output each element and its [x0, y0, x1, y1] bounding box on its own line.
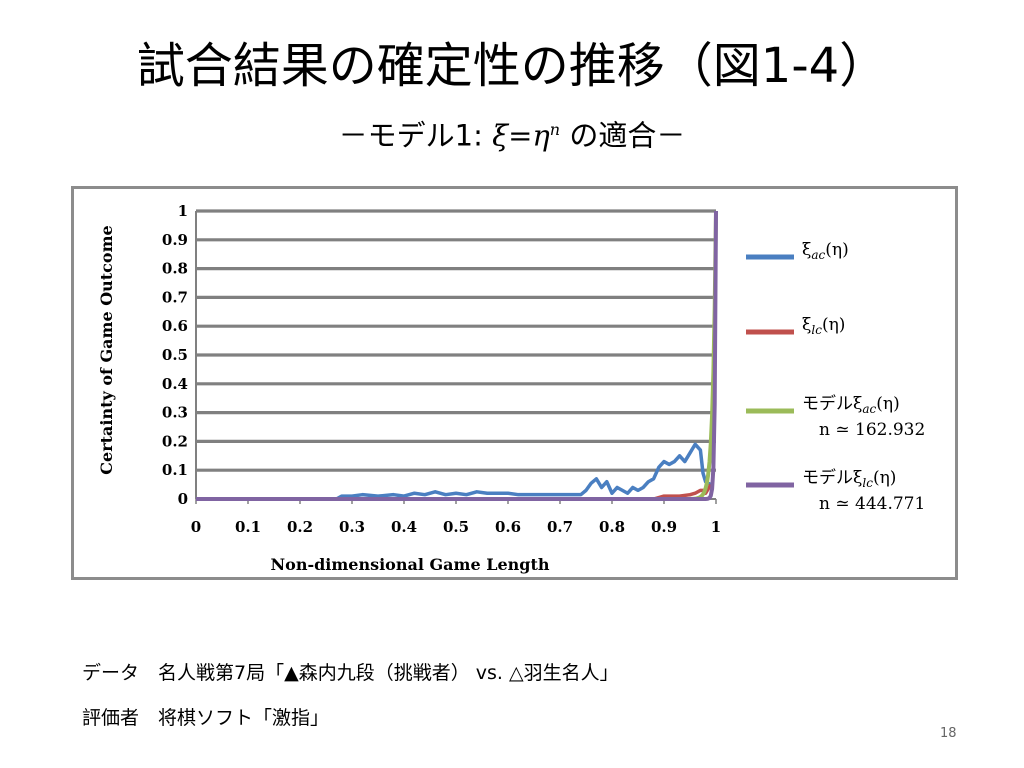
subtitle-xi: ξ: [492, 118, 509, 153]
y-tick-label: 0.6: [162, 317, 188, 335]
legend-layer: ξac(η) ξlc(η) モデルξac(η) n ≃ 162.932 モデルξlc(η…: [746, 240, 925, 514]
x-tick-label: 0.3: [339, 518, 365, 536]
x-tick-label: 1: [711, 518, 721, 536]
legend-label-4: モデルξlc(η): [802, 467, 896, 490]
subtitle-exp: n: [549, 120, 561, 139]
x-tick-label: 0.1: [235, 518, 261, 536]
x-tick-label: 0.5: [443, 518, 469, 536]
x-tick-label: 0: [191, 518, 201, 536]
y-tick-label: 0.8: [162, 260, 188, 278]
x-axis-label: Non-dimensional Game Length: [271, 555, 550, 574]
legend-label-2: ξlc(η): [802, 315, 845, 337]
y-tick-label: 0.7: [162, 288, 188, 306]
y-tick-label: 0.5: [162, 346, 188, 364]
x-tick-label: 0.2: [287, 518, 313, 536]
subtitle-eta: η: [532, 118, 550, 153]
series-line-4: [195, 210, 718, 501]
y-tick-label: 0.1: [162, 461, 188, 479]
series-line-1: [196, 442, 712, 501]
legend-annotation-4: n ≃ 444.771: [819, 494, 925, 514]
chart-frame: 0 0.1 0.2 0.3 0.4 0.5 0.6 0.7 0.8 0.9 1 0 0.1 0.2 0.3 0…: [71, 186, 958, 580]
slide-subtitle: －モデル1: ξ=ηn の適合－: [0, 110, 1024, 156]
x-tick-label: 0.8: [599, 518, 625, 536]
tick-layer: 0 0.1 0.2 0.3 0.4 0.5 0.6 0.7 0.8 0.9 1 0 0.1 0.2 0.3 0…: [162, 202, 721, 536]
y-tick-label: 0.3: [162, 404, 188, 422]
y-tick-label: 0: [178, 490, 188, 508]
x-tick-label: 0.6: [495, 518, 521, 536]
x-tick-label: 0.9: [651, 518, 677, 536]
chart-svg: 0 0.1 0.2 0.3 0.4 0.5 0.6 0.7 0.8 0.9 1 0 0.1 0.2 0.3 0…: [97, 202, 925, 574]
legend-annotation-3: n ≃ 162.932: [819, 420, 925, 440]
slide-title: 試合結果の確定性の推移（図1-4）: [136, 38, 888, 94]
grid-layer: [195, 209, 716, 500]
subtitle-suffix: の適合－: [560, 118, 686, 153]
evaluator-note: 評価者 将棋ソフト「激指」: [82, 707, 330, 729]
x-tick-label: 0.4: [391, 518, 417, 536]
y-tick-label: 0.4: [162, 375, 188, 393]
page-number: 18: [940, 726, 957, 741]
subtitle-eq: =: [508, 118, 533, 153]
x-tick-label: 0.7: [547, 518, 573, 536]
legend-label-1: ξac(η): [802, 240, 849, 262]
legend-label-3: モデルξac(η): [802, 393, 900, 416]
subtitle-prefix: －モデル1:: [338, 118, 483, 153]
series-layer: [195, 210, 718, 501]
y-tick-label: 1: [178, 202, 188, 220]
y-axis-label: Certainty of Game Outcome: [97, 225, 116, 474]
y-tick-label: 0.2: [162, 432, 188, 450]
data-note: データ 名人戦第7局「▲森内九段（挑戦者） vs. △羽生名人」: [82, 662, 619, 684]
y-tick-label: 0.9: [162, 231, 188, 249]
